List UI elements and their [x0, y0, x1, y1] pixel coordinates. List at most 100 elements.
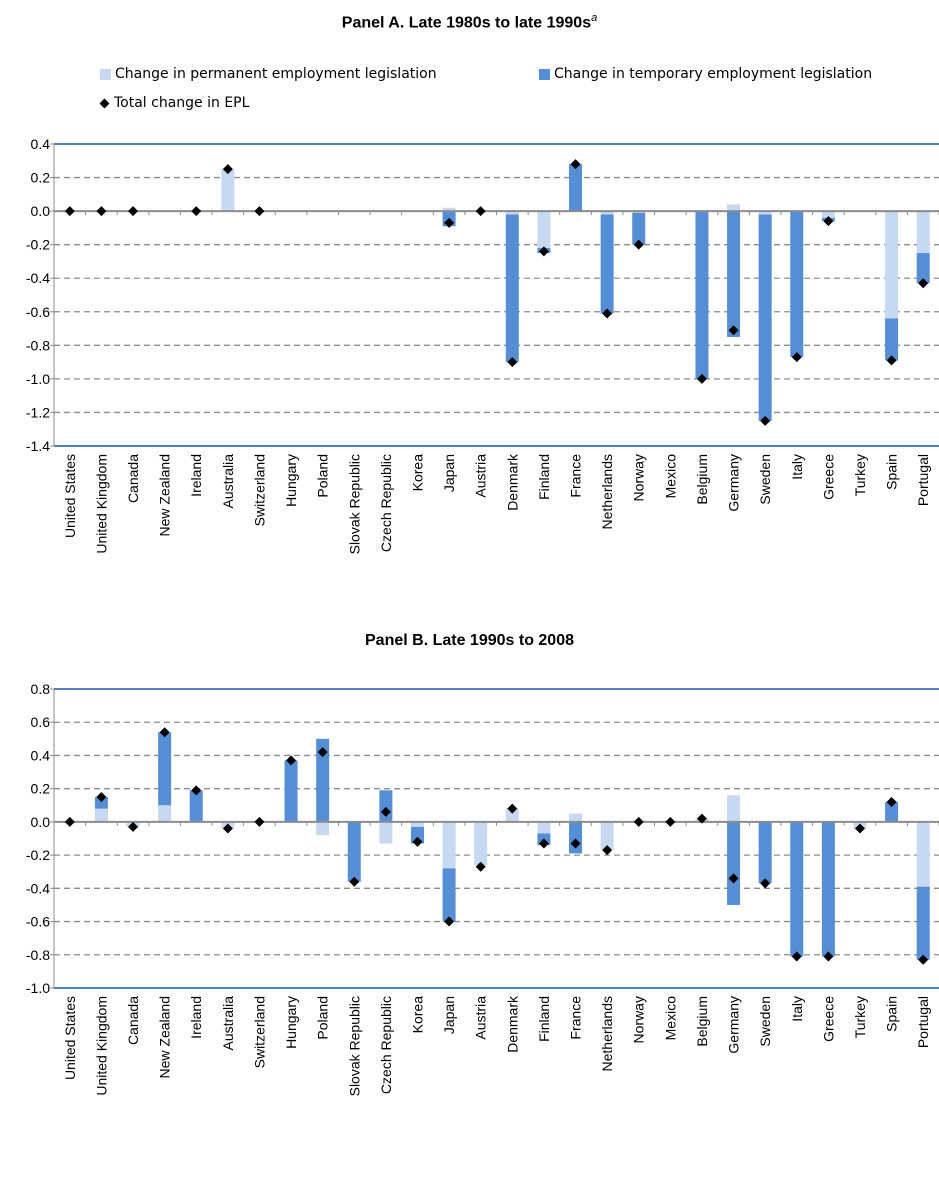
- bar-temporary: [158, 732, 172, 806]
- x-category-label: Norway: [631, 996, 647, 1043]
- bar-temporary: [442, 868, 456, 922]
- legend-swatch-permanent: [100, 68, 111, 80]
- bar-temporary: [695, 211, 709, 379]
- y-tick-label: -0.6: [26, 914, 50, 930]
- total-marker: [254, 206, 265, 217]
- total-marker: [823, 216, 834, 227]
- total-marker: [444, 916, 455, 927]
- bar-temporary: [505, 214, 519, 363]
- panel-a-title-text: Panel A. Late 1980s to late 1990s: [341, 14, 592, 32]
- x-category-label: Portugal: [915, 454, 931, 506]
- panel-a-chart: 0.4 0.2 0.0 -0.2 -0.4 -0.6 -0.8 -1.0 -1.2 -1.4 Uni…: [26, 136, 939, 554]
- x-category-label: Sweden: [757, 454, 773, 505]
- x-category-label: Australia: [220, 996, 236, 1051]
- bar-permanent: [410, 821, 424, 827]
- bar-permanent: [505, 211, 519, 215]
- bar-temporary: [727, 211, 741, 337]
- total-marker: [728, 873, 739, 884]
- x-category-label: Netherlands: [599, 454, 615, 530]
- legend-item-permanent: Change in permanent employment legislati…: [100, 66, 437, 82]
- x-category-label: Ireland: [188, 454, 204, 497]
- bar-permanent: [537, 821, 551, 834]
- bar-temporary: [347, 821, 361, 882]
- x-category-label: Norway: [631, 454, 647, 501]
- x-category-label: Belgium: [694, 996, 710, 1047]
- x-category-label: Greece: [820, 996, 836, 1042]
- x-category-label: Spain: [884, 454, 900, 490]
- x-category-label: United Kingdom: [93, 454, 109, 554]
- x-category-label: Canada: [125, 996, 141, 1045]
- total-marker: [507, 803, 518, 814]
- x-category-label: Sweden: [757, 996, 773, 1047]
- y-tick-label: -0.4: [26, 270, 50, 286]
- total-marker: [633, 239, 644, 250]
- total-marker: [475, 861, 486, 872]
- bar-permanent: [727, 795, 741, 822]
- total-marker: [823, 951, 834, 962]
- x-category-label: New Zealand: [157, 996, 173, 1079]
- bar-temporary: [379, 790, 393, 822]
- x-category-label: United States: [62, 996, 78, 1080]
- bar-temporary: [885, 801, 899, 822]
- total-marker: [507, 357, 518, 368]
- legend-label-total: Total change in EPL: [114, 95, 250, 111]
- x-category-label: United States: [62, 454, 78, 538]
- x-category-label: Denmark: [504, 995, 520, 1053]
- y-tick-label: -1.4: [26, 438, 50, 454]
- total-marker: [349, 876, 360, 887]
- bar-permanent: [442, 821, 456, 869]
- total-marker: [918, 278, 929, 289]
- x-category-label: Portugal: [915, 996, 931, 1048]
- total-marker: [791, 951, 802, 962]
- x-category-label: Poland: [315, 996, 331, 1040]
- bar-permanent: [537, 211, 551, 249]
- x-category-label: Australia: [220, 454, 236, 509]
- chart-legend: Change in permanent employment legislati…: [0, 0, 939, 140]
- bar-temporary: [790, 211, 804, 358]
- bar-temporary: [284, 760, 298, 822]
- x-category-label: Slovak Republic: [346, 996, 362, 1096]
- bar-permanent: [600, 211, 614, 215]
- x-category-label: France: [568, 996, 584, 1040]
- panel-b-title: Panel B. Late 1990s to 2008: [0, 632, 939, 650]
- x-category-label: France: [568, 454, 584, 498]
- bar-temporary: [821, 821, 835, 957]
- x-category-label: Italy: [789, 454, 805, 480]
- total-marker: [254, 816, 265, 827]
- total-marker: [64, 206, 75, 217]
- total-marker: [918, 954, 929, 965]
- x-category-label: Finland: [536, 454, 552, 500]
- panel-a-footnote: a: [591, 12, 598, 24]
- y-tick-label: 0.2: [31, 781, 51, 797]
- total-marker: [222, 823, 233, 834]
- y-tick-label: -0.6: [26, 304, 50, 320]
- bar-permanent: [916, 211, 930, 254]
- x-category-label: Finland: [536, 996, 552, 1042]
- bar-temporary: [189, 790, 203, 822]
- y-tick-label: -0.8: [26, 947, 50, 963]
- y-tick-label: 0.2: [31, 170, 51, 186]
- x-category-label: Japan: [441, 454, 457, 492]
- bar-temporary: [410, 826, 424, 844]
- x-category-label: Hungary: [283, 996, 299, 1049]
- legend-label-permanent: Change in permanent employment legislati…: [115, 66, 437, 82]
- y-tick-label: -0.8: [26, 337, 50, 353]
- y-tick-label: -0.2: [26, 237, 50, 253]
- y-tick-label: -1.0: [26, 980, 50, 996]
- y-tick-label: 0.4: [31, 136, 51, 152]
- panel-a-title: Panel A. Late 1980s to late 1990sa: [0, 12, 939, 32]
- bar-temporary: [758, 214, 772, 421]
- total-marker: [380, 806, 391, 817]
- total-marker: [96, 206, 107, 217]
- x-category-label: Switzerland: [251, 996, 267, 1068]
- bar-permanent: [758, 211, 772, 215]
- x-category-label: Korea: [409, 996, 425, 1034]
- total-marker: [602, 308, 613, 319]
- bar-temporary: [790, 821, 804, 957]
- x-category-label: Turkey: [852, 996, 868, 1038]
- bar-temporary: [885, 318, 899, 361]
- bar-permanent: [727, 204, 741, 212]
- total-marker: [128, 206, 139, 217]
- total-marker: [633, 816, 644, 827]
- x-category-label: Italy: [789, 996, 805, 1022]
